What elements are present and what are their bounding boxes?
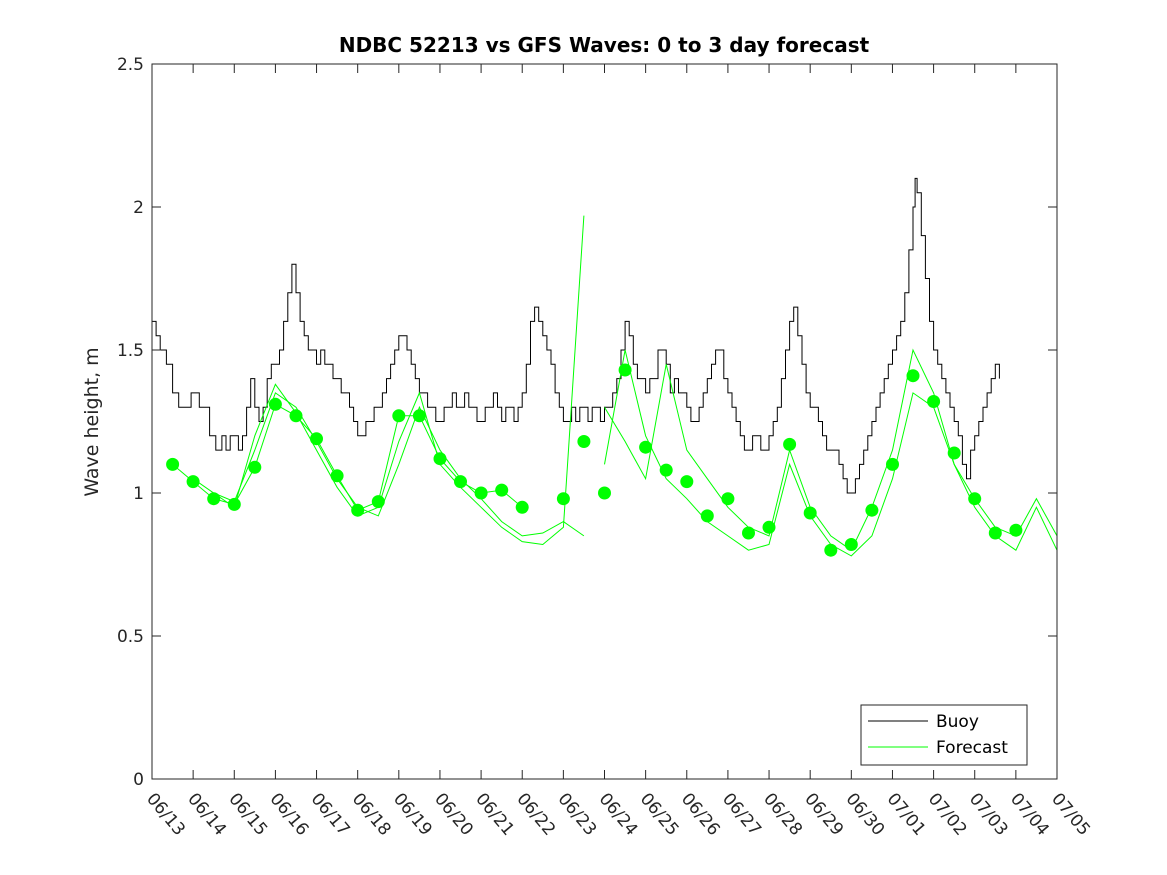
buoy-line bbox=[152, 177, 1000, 494]
x-tick-label: 06/24 bbox=[595, 789, 642, 839]
forecast-run-line bbox=[604, 349, 1058, 557]
forecast-markers bbox=[166, 363, 1023, 557]
forecast-marker bbox=[412, 409, 426, 423]
forecast-marker bbox=[886, 457, 899, 471]
forecast-marker bbox=[844, 538, 858, 551]
forecast-marker bbox=[865, 503, 879, 517]
forecast-marker bbox=[330, 469, 344, 483]
forecast-marker bbox=[947, 446, 961, 460]
forecast-marker bbox=[433, 452, 447, 466]
forecast-marker bbox=[474, 486, 488, 500]
x-tick-label: 06/22 bbox=[512, 789, 559, 839]
forecast-run-line bbox=[172, 403, 523, 511]
forecast-marker bbox=[783, 437, 797, 451]
x-tick-label: 07/02 bbox=[924, 789, 971, 839]
x-tick-label: 07/05 bbox=[1047, 789, 1094, 839]
forecast-marker bbox=[598, 486, 611, 500]
x-tick-label: 06/19 bbox=[389, 789, 436, 839]
x-tick-label: 06/20 bbox=[430, 789, 477, 839]
forecast-marker bbox=[906, 369, 920, 383]
x-tick-label: 06/28 bbox=[759, 789, 806, 839]
forecast-marker bbox=[742, 526, 755, 540]
forecast-run-line bbox=[604, 348, 1058, 551]
y-tick-label: 2 bbox=[133, 198, 144, 218]
x-tick-label: 06/14 bbox=[183, 789, 230, 839]
y-tick-label: 1 bbox=[133, 484, 144, 504]
forecast-marker bbox=[351, 503, 365, 517]
forecast-marker bbox=[248, 460, 262, 474]
forecast-marker bbox=[207, 492, 221, 506]
x-tick-label: 06/13 bbox=[142, 789, 189, 839]
forecast-marker bbox=[495, 483, 509, 497]
forecast-marker bbox=[927, 395, 941, 408]
x-tick-label: 07/01 bbox=[883, 789, 930, 839]
chart-title: NDBC 52213 vs GFS Waves: 0 to 3 day fore… bbox=[339, 33, 870, 57]
x-tick-label: 06/29 bbox=[800, 789, 847, 839]
forecast-marker bbox=[803, 506, 817, 520]
forecast-marker bbox=[988, 526, 1002, 540]
x-tick-label: 06/21 bbox=[471, 789, 518, 839]
y-tick-label: 2.5 bbox=[117, 55, 144, 75]
forecast-marker bbox=[824, 543, 838, 557]
forecast-marker bbox=[762, 520, 776, 534]
x-tick-label: 06/17 bbox=[307, 789, 354, 839]
y-axis: 0 0.5 1 1.5 2 2.5 bbox=[117, 55, 1057, 790]
forecast-marker bbox=[227, 497, 241, 511]
x-tick-label: 06/30 bbox=[841, 789, 888, 839]
x-tick-label: 07/04 bbox=[1006, 789, 1053, 839]
x-tick-label: 06/25 bbox=[636, 789, 683, 839]
forecast-marker bbox=[515, 500, 529, 514]
forecast-marker bbox=[618, 363, 632, 377]
x-tick-label: 06/27 bbox=[718, 789, 765, 839]
forecast-marker bbox=[289, 409, 303, 423]
x-tick-label: 07/03 bbox=[965, 789, 1012, 839]
forecast-marker bbox=[639, 440, 653, 454]
forecast-marker bbox=[577, 435, 591, 448]
forecast-series bbox=[172, 215, 1058, 557]
y-tick-label: 1.5 bbox=[117, 341, 144, 361]
forecast-marker bbox=[371, 495, 385, 509]
forecast-marker bbox=[186, 475, 200, 489]
x-tick-label: 06/18 bbox=[348, 789, 395, 839]
forecast-marker bbox=[1009, 523, 1023, 537]
x-tick-label: 06/16 bbox=[266, 789, 313, 839]
forecast-marker bbox=[310, 432, 323, 446]
y-tick-label: 0.5 bbox=[117, 627, 144, 647]
forecast-marker bbox=[556, 492, 570, 506]
legend-label-forecast: Forecast bbox=[936, 738, 1008, 758]
forecast-marker bbox=[268, 397, 282, 411]
x-tick-label: 06/23 bbox=[554, 789, 601, 839]
y-tick-label: 0 bbox=[133, 770, 144, 790]
x-tick-label: 06/26 bbox=[677, 789, 724, 839]
forecast-marker bbox=[166, 457, 180, 471]
x-tick-label: 06/15 bbox=[224, 789, 271, 839]
legend: Buoy Forecast bbox=[860, 704, 1028, 766]
y-axis-label: Wave height, m bbox=[81, 347, 103, 496]
forecast-run-line bbox=[213, 215, 585, 546]
buoy-series bbox=[152, 177, 1000, 494]
forecast-marker bbox=[392, 409, 406, 423]
forecast-marker bbox=[659, 463, 673, 477]
forecast-marker bbox=[721, 492, 735, 506]
legend-box bbox=[860, 704, 1028, 766]
legend-label-buoy: Buoy bbox=[936, 712, 979, 732]
forecast-marker bbox=[968, 492, 982, 506]
forecast-marker bbox=[454, 475, 467, 489]
forecast-marker bbox=[680, 475, 694, 489]
forecast-run-line bbox=[192, 392, 585, 537]
forecast-marker bbox=[700, 509, 714, 523]
